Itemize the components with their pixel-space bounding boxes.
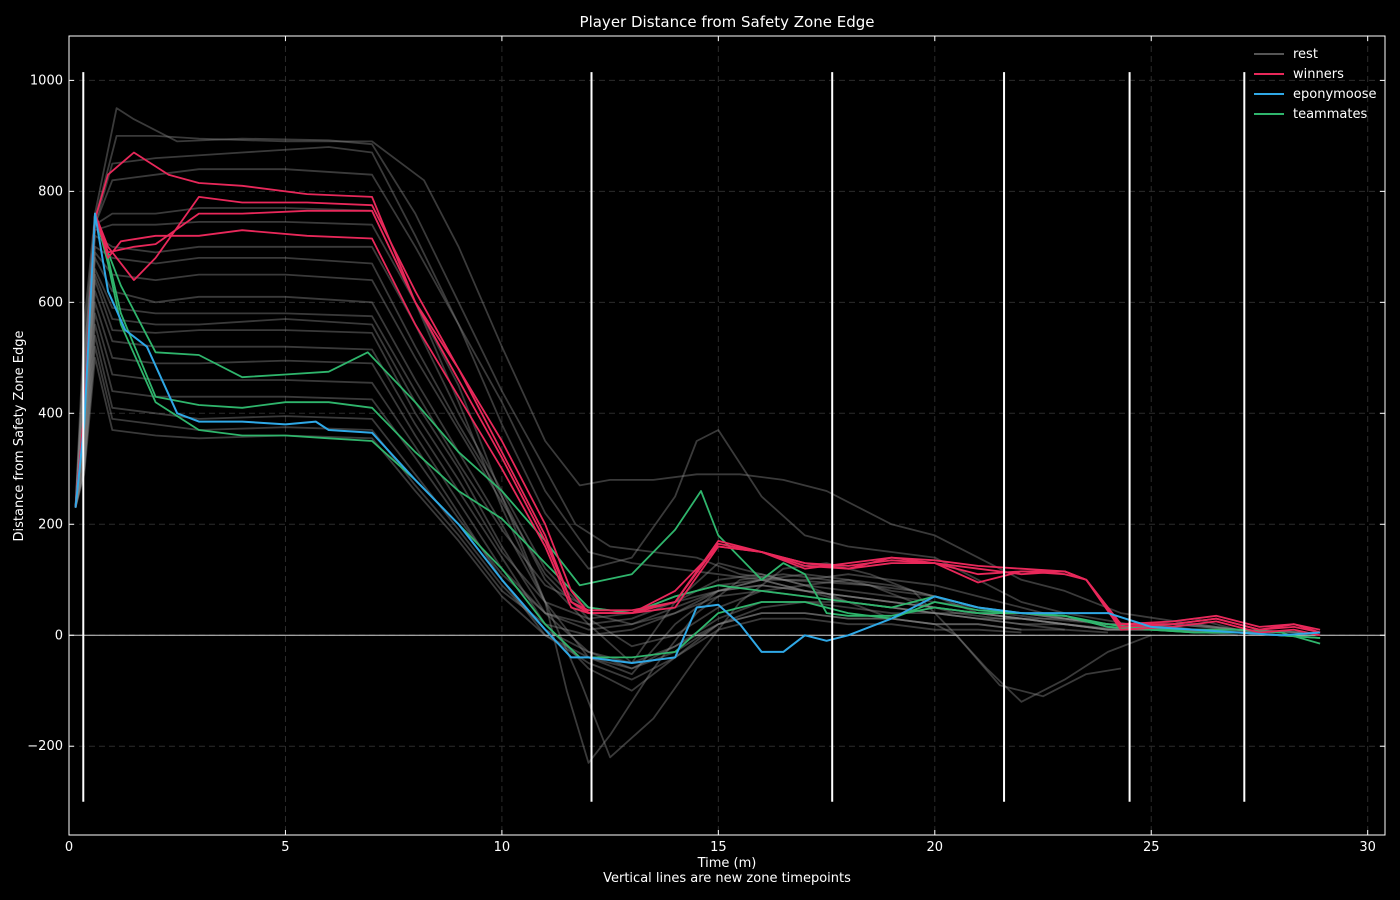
teammates-line-2 <box>74 212 1321 659</box>
y-axis-label: Distance from Safety Zone Edge <box>12 330 27 541</box>
y-tick-label: 400 <box>38 406 63 421</box>
zone-timepoint-lines <box>82 72 1246 802</box>
x-axis-note: Vertical lines are new zone timepoints <box>603 871 851 886</box>
x-axis-label: Time (m) <box>697 856 757 871</box>
legend-label-rest: rest <box>1293 47 1318 62</box>
x-tick-label: 20 <box>927 840 944 855</box>
rest-line-7 <box>74 245 1122 698</box>
winners-line-3 <box>74 212 1321 637</box>
x-tick-label: 0 <box>65 840 73 855</box>
rest-line-8 <box>74 251 1238 648</box>
x-axis-ticks: 0 5 10 15 20 25 30 <box>65 36 1376 855</box>
x-tick-label: 15 <box>710 840 727 855</box>
y-tick-label: 600 <box>38 295 63 310</box>
legend: rest winners eponymoose teammates <box>1254 47 1376 122</box>
grid <box>69 36 1385 835</box>
y-tick-label: 200 <box>38 517 63 532</box>
rest-line-18 <box>74 345 1065 637</box>
y-axis-ticks: −200 0 200 400 600 800 1000 <box>27 73 1385 754</box>
y-tick-label: 1000 <box>30 73 63 88</box>
plot-frame <box>68 35 1386 836</box>
rest-line-5 <box>74 221 1152 759</box>
x-tick-label: 30 <box>1359 840 1376 855</box>
legend-label-winners: winners <box>1293 67 1344 82</box>
y-tick-label: 0 <box>55 628 63 643</box>
y-tick-label: 800 <box>38 184 63 199</box>
x-tick-label: 10 <box>494 840 511 855</box>
rest-line-3 <box>74 168 1282 634</box>
rest-line-1 <box>74 135 1303 634</box>
eponymoose-lines <box>74 212 1321 664</box>
legend-label-teammates: teammates <box>1293 107 1367 122</box>
y-tick-label: −200 <box>27 739 63 754</box>
legend-label-eponymoose: eponymoose <box>1293 87 1376 102</box>
eponymoose-line-0 <box>74 212 1321 664</box>
rest-line-2 <box>74 146 1303 634</box>
chart-title: Player Distance from Safety Zone Edge <box>580 13 875 31</box>
rest-line-0 <box>74 107 1282 634</box>
x-tick-label: 5 <box>281 840 289 855</box>
winners-lines <box>74 151 1321 637</box>
x-tick-label: 25 <box>1143 840 1160 855</box>
